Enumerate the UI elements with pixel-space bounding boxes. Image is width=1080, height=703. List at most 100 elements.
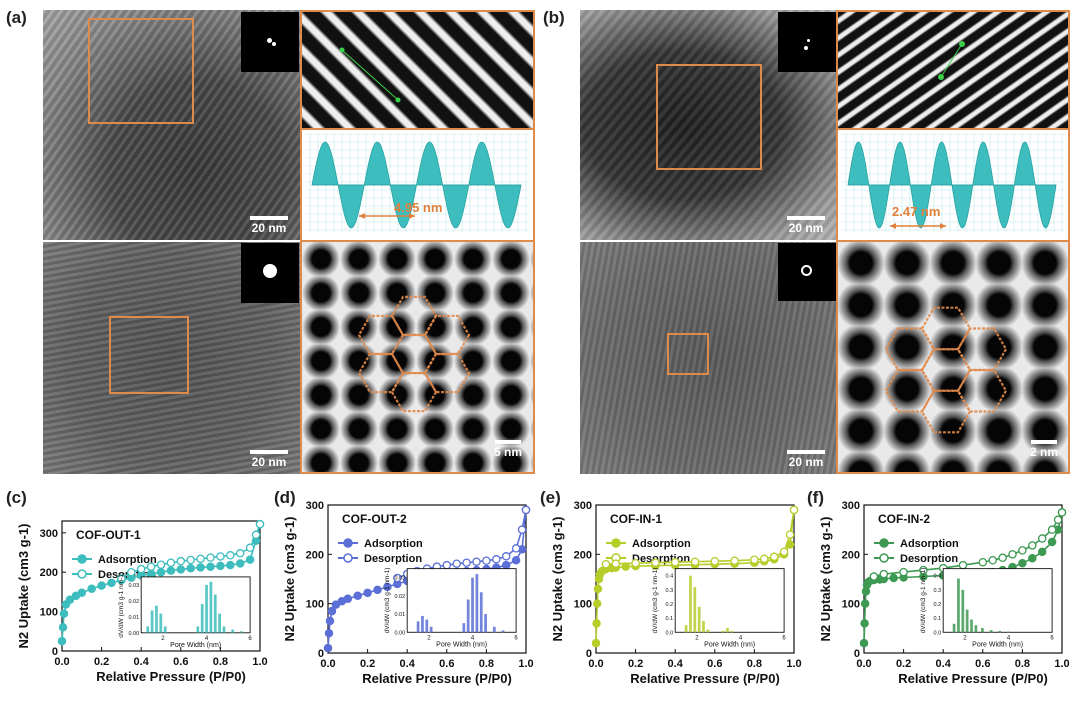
legend-marker — [77, 554, 87, 564]
framework-ring — [357, 352, 405, 394]
fringe-image-a — [300, 10, 535, 130]
inset-frame — [406, 568, 517, 633]
x-tick-label: 0.8 — [213, 656, 228, 668]
data-point — [206, 553, 215, 562]
legend-label: Desorption — [900, 553, 958, 565]
legend-marker — [879, 553, 889, 563]
inset-x-tick-label: 2 — [161, 636, 165, 642]
inset-bar — [429, 626, 433, 633]
y-tick-label: 300 — [842, 500, 860, 512]
inset-y-label: dV/dW (cm3 g-1 nm-1) — [652, 568, 659, 634]
framework-ring — [357, 314, 405, 356]
y-tick-label: 300 — [574, 500, 592, 512]
selection-box — [109, 316, 189, 394]
inset-bar — [421, 615, 424, 633]
inset-bar — [952, 623, 956, 633]
x-tick-label: 0.0 — [588, 658, 603, 670]
y-tick-label: 200 — [574, 549, 592, 561]
inset-bar — [205, 584, 208, 633]
data-point — [869, 572, 879, 581]
data-point — [245, 543, 255, 553]
data-point — [452, 559, 461, 568]
scale-bar-label: 20 nm — [788, 221, 824, 235]
panel-label-d: (d) — [274, 488, 296, 507]
profile-plot — [842, 133, 1064, 232]
y-tick-label: 0 — [586, 648, 592, 660]
inset-x-tick-label: 6 — [248, 636, 252, 642]
y-tick-label: 0 — [52, 646, 58, 658]
data-point — [472, 557, 481, 566]
data-point — [601, 559, 611, 569]
data-point — [383, 582, 392, 592]
data-point — [196, 554, 205, 564]
inset-y-tick-label: 0.2 — [934, 602, 942, 608]
data-point — [899, 567, 908, 577]
inset-bar — [475, 574, 479, 633]
inset-y-tick-label: 0.3 — [934, 588, 942, 594]
x-tick-label: 0.8 — [747, 658, 762, 670]
inset-y-tick-label: 0.3 — [666, 588, 674, 594]
inset-x-label: Pore Width (nm) — [436, 641, 487, 648]
scale-bar: 20 nm — [780, 216, 832, 235]
data-point — [1057, 508, 1067, 517]
inset-bar — [998, 630, 1002, 633]
fringe-image-b — [836, 10, 1070, 130]
d-spacing-label: 4.95 nm — [394, 200, 443, 215]
x-axis-label: Relative Pressure (P/P0) — [898, 671, 1048, 686]
scale-bar-label: 20 nm — [788, 455, 824, 469]
legend-label: Desorption — [364, 553, 422, 565]
x-tick-label: 1.0 — [786, 658, 801, 670]
inset-x-tick-label: 2 — [427, 635, 431, 641]
data-point — [107, 578, 116, 588]
data-point — [176, 565, 186, 574]
data-point — [978, 557, 988, 567]
x-tick-label: 0.6 — [439, 658, 454, 670]
y-tick-label: 300 — [40, 528, 58, 540]
data-point — [769, 552, 779, 562]
data-point — [998, 553, 1007, 563]
data-point — [988, 556, 997, 565]
inset-bar — [159, 613, 163, 633]
data-point — [1047, 525, 1057, 534]
legend-label: Adsorption — [98, 554, 157, 566]
framework-ring — [390, 295, 438, 337]
inset-x-tick-label: 4 — [205, 636, 209, 642]
inset-bar — [970, 619, 973, 633]
y-tick-label: 200 — [842, 549, 860, 561]
inset-bar — [697, 606, 701, 633]
inset-bar — [163, 626, 167, 633]
d-spacing-label: 2.47 nm — [892, 204, 941, 219]
data-point — [1053, 515, 1063, 525]
x-axis-label: Relative Pressure (P/P0) — [362, 671, 512, 686]
fft-inset — [778, 243, 836, 301]
legend-label: Adsorption — [364, 538, 423, 550]
data-point — [325, 616, 335, 626]
inset-bar — [693, 587, 697, 633]
x-tick-label: 1.0 — [252, 656, 267, 668]
data-point — [785, 530, 795, 539]
inset-bar — [196, 626, 200, 633]
inset-y-tick-label: 0.01 — [394, 612, 405, 618]
x-axis-label: Relative Pressure (P/P0) — [96, 669, 246, 684]
inset-bar — [989, 630, 993, 633]
data-point — [323, 643, 333, 653]
data-point — [462, 558, 471, 567]
panel-label-f: (f) — [807, 488, 824, 507]
fft-inset — [241, 12, 299, 72]
data-point — [156, 560, 166, 569]
data-point — [255, 519, 265, 529]
data-point — [324, 629, 334, 638]
data-point — [511, 544, 521, 553]
data-point — [216, 552, 225, 561]
scale-bar: 5 nm — [488, 440, 528, 459]
data-point — [136, 564, 146, 574]
scale-bar: 2 nm — [1024, 440, 1064, 459]
data-point — [235, 549, 245, 558]
framework-overlay — [884, 306, 1008, 434]
x-tick-label: 0.2 — [628, 658, 643, 670]
framework-ring — [390, 371, 438, 413]
data-point — [492, 555, 501, 564]
d-spacing-arrow — [359, 213, 415, 219]
data-point — [750, 555, 759, 565]
inset-y-tick-label: 0.00 — [128, 631, 139, 637]
